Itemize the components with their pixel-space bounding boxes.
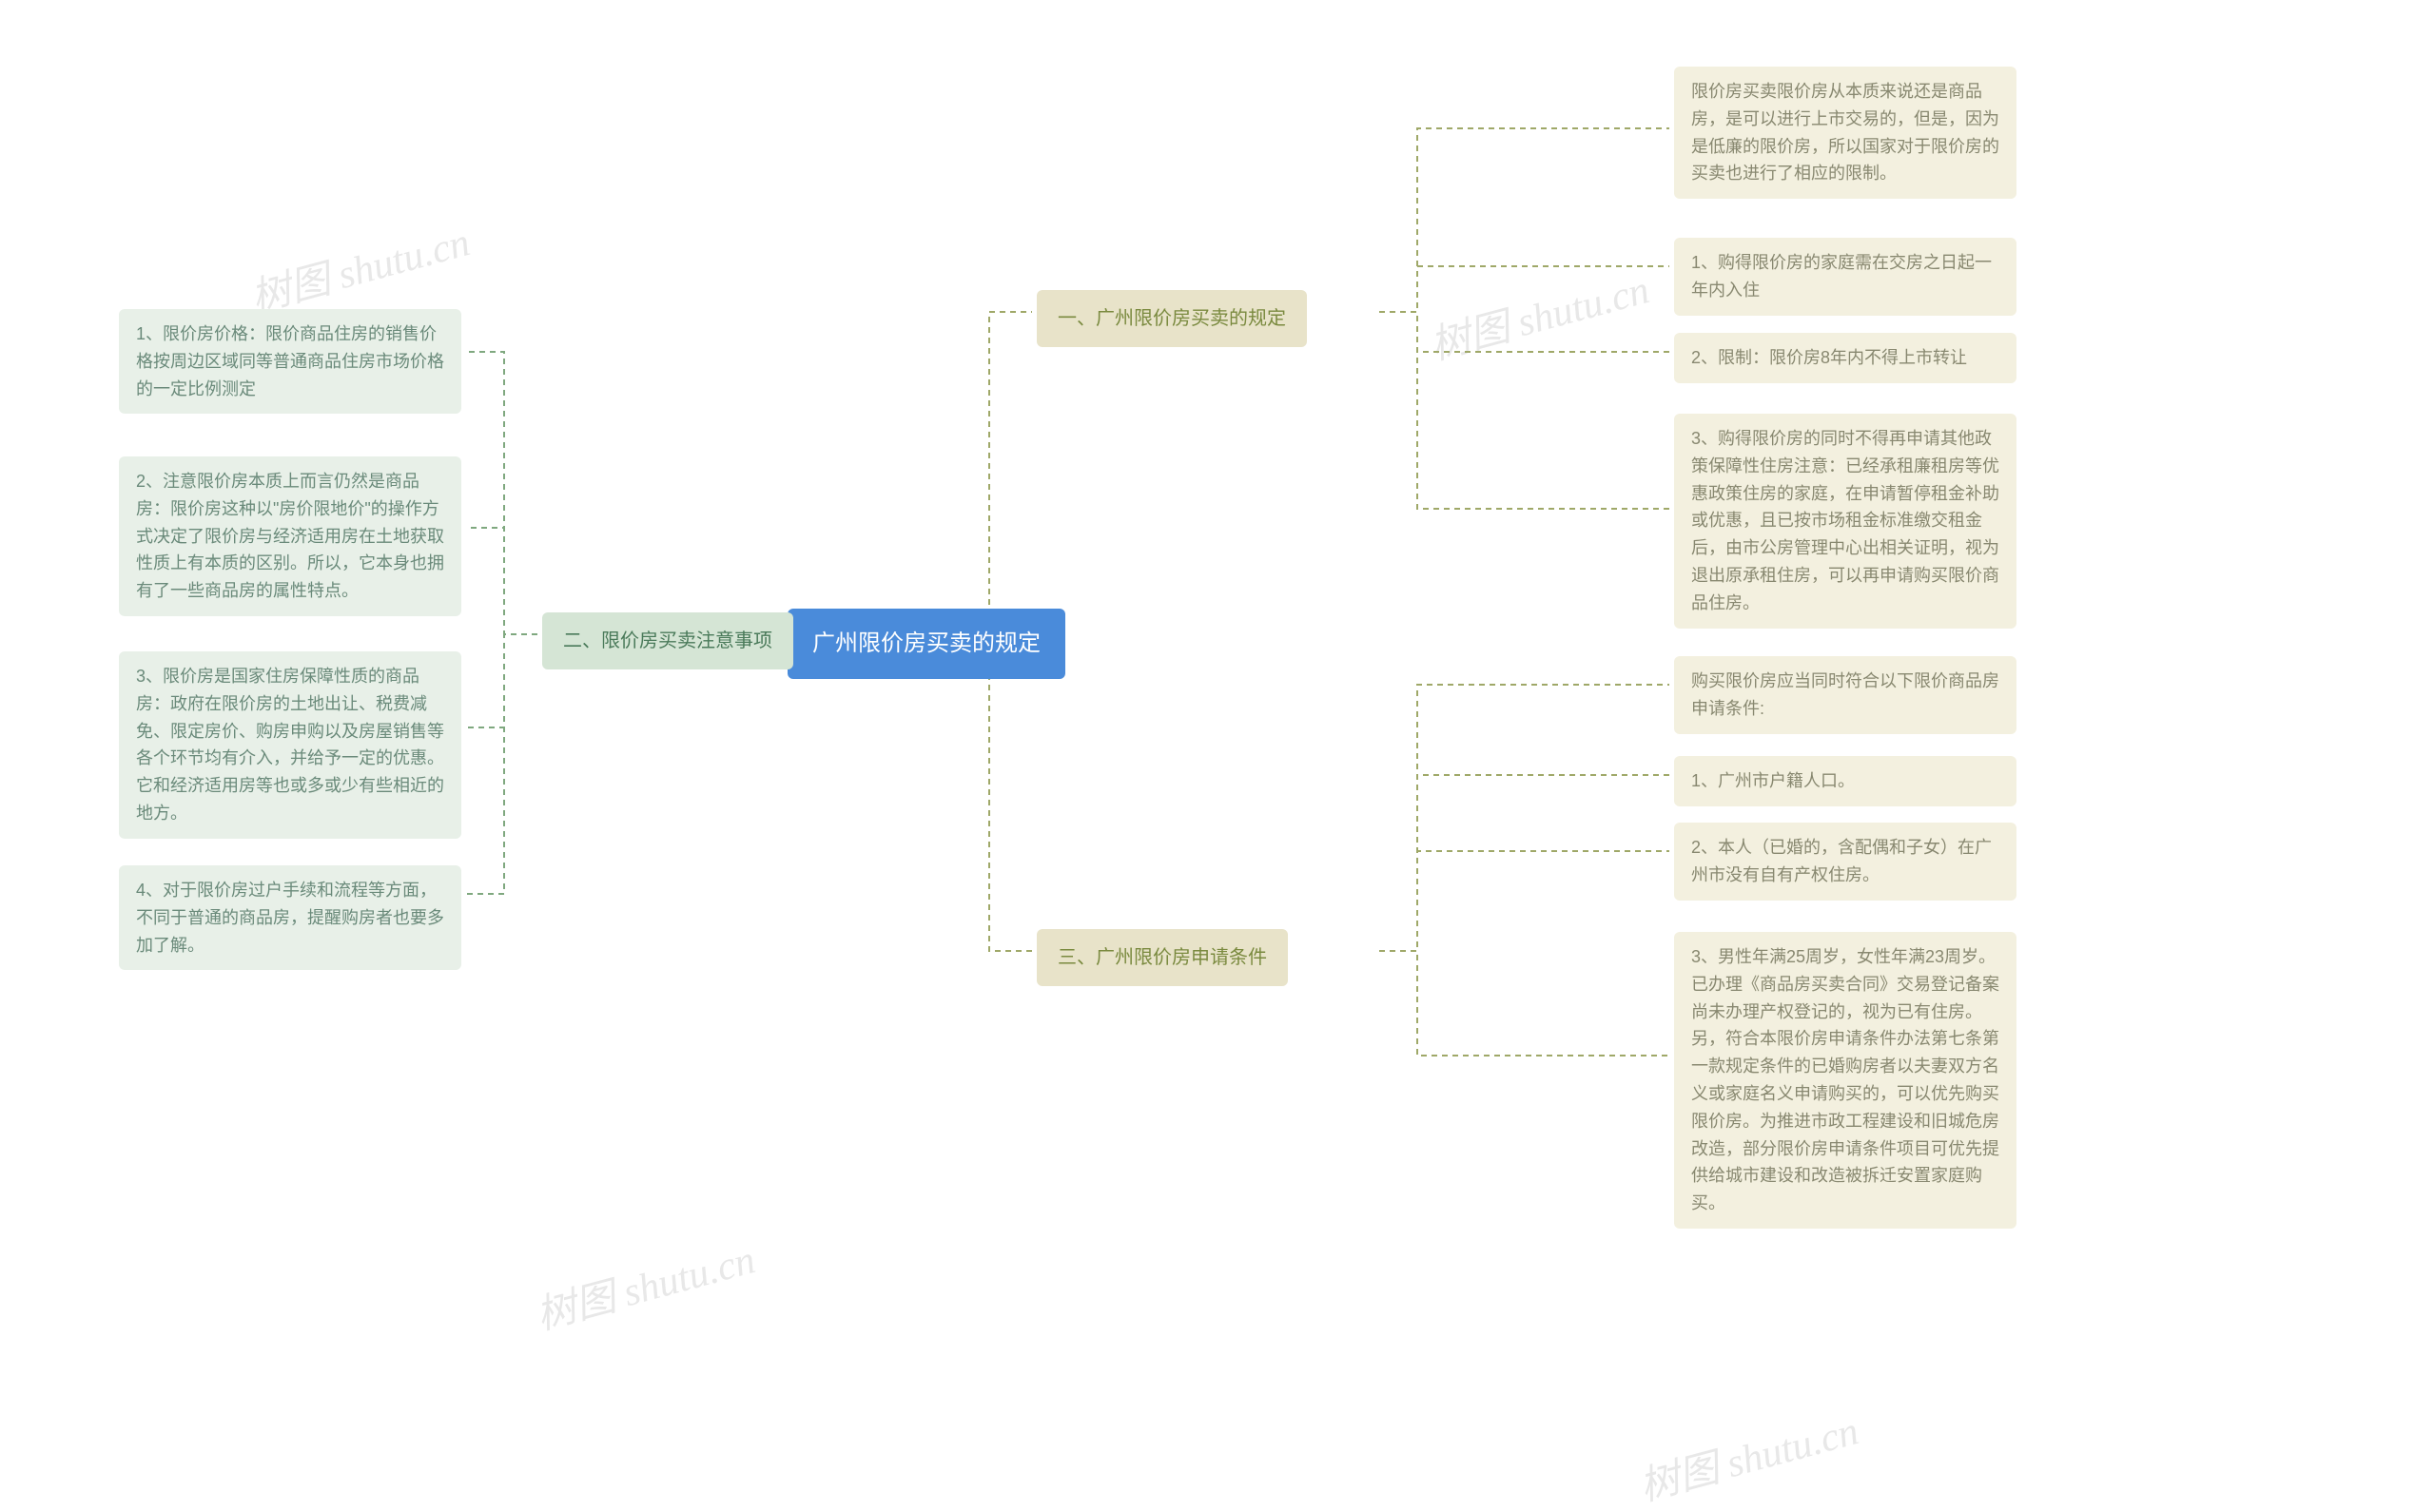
leaf-s2-2[interactable]: 2、注意限价房本质上而言仍然是商品房：限价房这种以"房价限地价"的操作方式决定了… — [119, 456, 461, 616]
leaf-s3-3[interactable]: 2、本人（已婚的，含配偶和子女）在广州市没有自有产权住房。 — [1674, 823, 2016, 901]
root-node[interactable]: 广州限价房买卖的规定 — [788, 609, 1065, 679]
leaf-s2-1[interactable]: 1、限价房价格：限价商品住房的销售价格按周边区域同等普通商品住房市场价格的一定比… — [119, 309, 461, 414]
section-2-node[interactable]: 二、限价房买卖注意事项 — [542, 612, 793, 669]
leaf-s3-4[interactable]: 3、男性年满25周岁，女性年满23周岁。已办理《商品房买卖合同》交易登记备案尚未… — [1674, 932, 2016, 1229]
leaf-s2-3[interactable]: 3、限价房是国家住房保障性质的商品房：政府在限价房的土地出让、税费减免、限定房价… — [119, 651, 461, 839]
watermark: 树图 shutu.cn — [244, 210, 475, 324]
watermark: 树图 shutu.cn — [529, 1228, 760, 1342]
watermark: 树图 shutu.cn — [1423, 258, 1654, 372]
section-1-node[interactable]: 一、广州限价房买卖的规定 — [1037, 290, 1307, 347]
leaf-s3-1[interactable]: 购买限价房应当同时符合以下限价商品房申请条件: — [1674, 656, 2016, 734]
leaf-s1-1[interactable]: 限价房买卖限价房从本质来说还是商品房，是可以进行上市交易的，但是，因为是低廉的限… — [1674, 67, 2016, 199]
leaf-s1-2[interactable]: 1、购得限价房的家庭需在交房之日起一年内入住 — [1674, 238, 2016, 316]
watermark: 树图 shutu.cn — [1632, 1399, 1863, 1512]
section-3-node[interactable]: 三、广州限价房申请条件 — [1037, 929, 1288, 986]
leaf-s3-2[interactable]: 1、广州市户籍人口。 — [1674, 756, 2016, 806]
leaf-s2-4[interactable]: 4、对于限价房过户手续和流程等方面，不同于普通的商品房，提醒购房者也要多加了解。 — [119, 865, 461, 970]
leaf-s1-3[interactable]: 2、限制：限价房8年内不得上市转让 — [1674, 333, 2016, 383]
leaf-s1-4[interactable]: 3、购得限价房的同时不得再申请其他政策保障性住房注意：已经承租廉租房等优惠政策住… — [1674, 414, 2016, 629]
